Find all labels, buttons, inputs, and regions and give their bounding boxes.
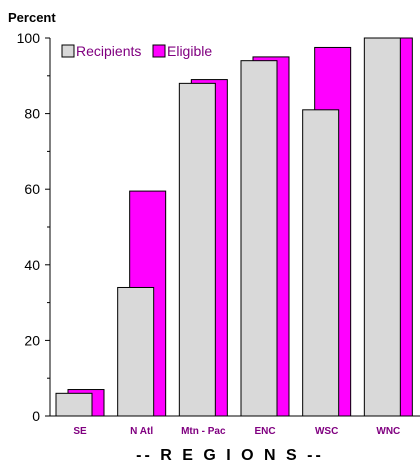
x-tick-label: Mtn - Pac	[181, 426, 226, 437]
x-tick-label: WNC	[376, 426, 400, 437]
y-axis-ticks: 0 20 40 60 80 100	[17, 30, 50, 424]
y-tick-label: 100	[17, 30, 41, 46]
legend-swatch-eligible	[152, 44, 166, 58]
y-tick-label: 60	[24, 181, 40, 197]
bar-recipients-enc	[240, 60, 278, 417]
bars-group	[55, 37, 413, 417]
legend: Recipients Eligible	[61, 43, 212, 59]
y-tick-label: 80	[24, 106, 40, 122]
bar-recipients-n-atl	[117, 286, 155, 417]
bar-recipients-wsc	[302, 109, 340, 417]
x-axis-title: -- R E G I O N S --	[136, 447, 324, 464]
x-tick-label: ENC	[254, 426, 275, 437]
y-tick-label: 40	[24, 257, 40, 273]
y-tick-label: 0	[32, 408, 40, 424]
bar-recipients-se	[55, 392, 93, 417]
y-tick-label: 20	[24, 332, 40, 348]
legend-label-eligible: Eligible	[167, 43, 212, 59]
x-tick-label: N Atl	[130, 426, 153, 437]
legend-label-recipients: Recipients	[76, 43, 141, 59]
x-tick-label: WSC	[315, 426, 338, 437]
x-axis-ticks: SE N Atl Mtn - Pac ENC WSC WNC	[73, 426, 400, 437]
bar-recipients-wnc	[363, 37, 401, 417]
x-tick-label: SE	[73, 426, 87, 437]
bar-recipients-mtn-pac	[178, 82, 216, 417]
legend-swatch-recipients	[61, 44, 75, 58]
y-axis-title: Percent	[8, 10, 56, 25]
